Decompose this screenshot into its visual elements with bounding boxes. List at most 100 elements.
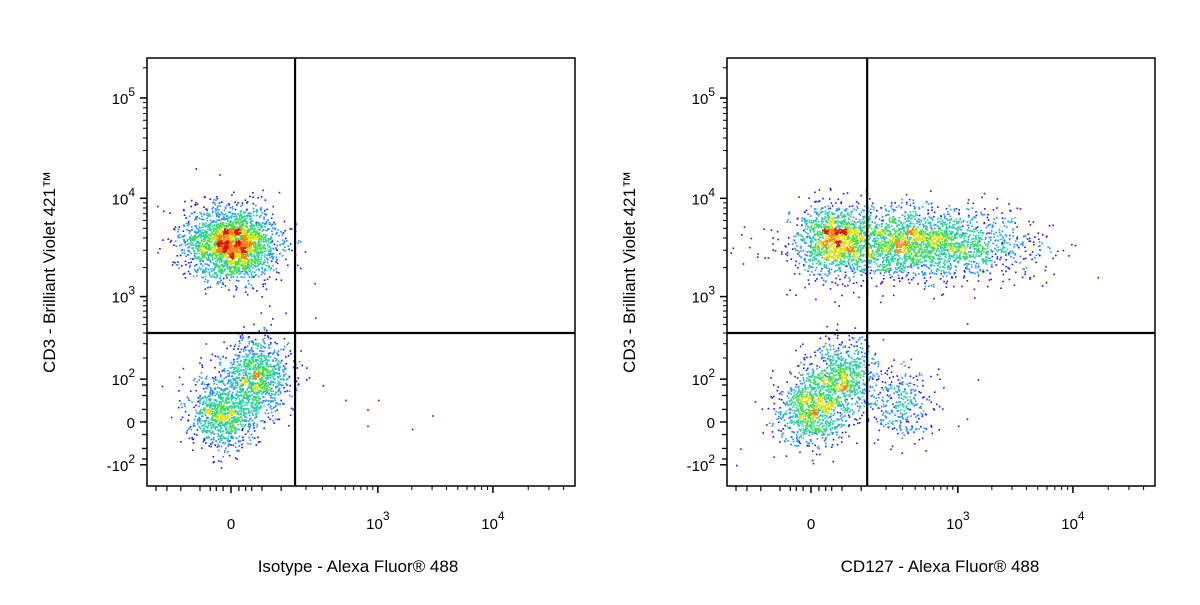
event-dot (195, 405, 197, 407)
event-dot (231, 233, 233, 235)
event-dot (265, 401, 267, 403)
event-dot (252, 267, 254, 269)
event-dot (179, 226, 181, 228)
event-dot (232, 234, 234, 236)
event-dot (270, 364, 272, 366)
event-dot (240, 232, 242, 234)
event-dot (263, 234, 265, 236)
event-dot (194, 269, 196, 271)
event-dot (281, 279, 283, 281)
event-dot (233, 363, 235, 365)
event-dot (850, 233, 852, 235)
event-dot (234, 428, 236, 430)
event-dot (188, 223, 190, 225)
event-dot (195, 256, 197, 258)
event-dot (815, 243, 817, 245)
event-dot (818, 227, 820, 229)
event-dot (231, 273, 233, 275)
event-dot (276, 256, 278, 258)
event-dot (252, 271, 254, 273)
event-dot (242, 428, 244, 430)
event-dot (219, 438, 221, 440)
event-dot (263, 217, 265, 219)
event-dot (788, 237, 790, 239)
event-dot (261, 244, 263, 246)
event-dot (230, 207, 232, 209)
event-dot (270, 352, 272, 354)
event-dot (276, 358, 278, 360)
event-dot (203, 219, 205, 221)
event-dot (253, 361, 255, 363)
event-dot (297, 265, 299, 267)
event-dot (244, 236, 246, 238)
event-dot (172, 264, 174, 266)
event-dot (272, 390, 274, 392)
event-dot (240, 413, 242, 415)
event-dot (288, 249, 290, 251)
event-dot (248, 437, 250, 439)
event-dot (259, 263, 261, 265)
event-dot (217, 258, 219, 260)
event-dot (249, 241, 251, 243)
event-dot (806, 237, 808, 239)
event-dot (815, 280, 817, 282)
event-dot (286, 384, 288, 386)
event-dot (230, 367, 232, 369)
event-dot (842, 283, 844, 285)
event-dot (220, 415, 222, 417)
event-dot (223, 342, 225, 344)
event-dot (215, 222, 217, 224)
event-dot (265, 222, 267, 224)
event-dot (787, 255, 789, 257)
event-dot (255, 415, 257, 417)
event-dot (209, 244, 211, 246)
event-dot (220, 358, 222, 360)
event-dot (265, 234, 267, 236)
event-dot (237, 412, 239, 414)
event-dot (202, 260, 204, 262)
event-dot (174, 262, 176, 264)
event-dot (199, 400, 201, 402)
event-dot (254, 241, 256, 243)
event-dot (275, 360, 277, 362)
event-dot (252, 414, 254, 416)
event-dot (270, 344, 272, 346)
event-dot (242, 334, 244, 336)
event-dot (227, 413, 229, 415)
event-dot (230, 237, 232, 239)
event-dot (239, 377, 241, 379)
event-dot (222, 413, 224, 415)
event-dot (221, 251, 223, 253)
event-dot (276, 271, 278, 273)
event-dot (250, 424, 252, 426)
event-dot (236, 355, 238, 357)
event-dot (276, 353, 278, 355)
event-dot (268, 393, 270, 395)
event-dot (262, 272, 264, 274)
event-dot (235, 431, 237, 433)
event-dot (228, 375, 230, 377)
event-dot (244, 424, 246, 426)
event-dot (272, 258, 274, 260)
event-dot (190, 253, 192, 255)
event-dot (198, 226, 200, 228)
event-dot (193, 380, 195, 382)
event-dot (217, 444, 219, 446)
event-dot (226, 228, 228, 230)
event-dot (181, 407, 183, 409)
event-dot (236, 229, 238, 231)
event-dot (192, 439, 194, 441)
event-dot (269, 377, 271, 379)
event-dot (864, 210, 866, 212)
event-dot (266, 359, 268, 361)
event-dot (256, 343, 258, 345)
event-dot (412, 429, 414, 431)
event-dot (201, 219, 203, 221)
event-dot (246, 417, 248, 419)
event-dot (257, 412, 259, 414)
event-dot (260, 347, 262, 349)
event-dot (814, 211, 816, 213)
event-dot (252, 196, 254, 198)
event-dot (246, 405, 248, 407)
event-dot (225, 247, 227, 249)
